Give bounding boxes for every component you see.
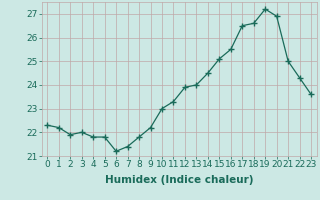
X-axis label: Humidex (Indice chaleur): Humidex (Indice chaleur)	[105, 175, 253, 185]
